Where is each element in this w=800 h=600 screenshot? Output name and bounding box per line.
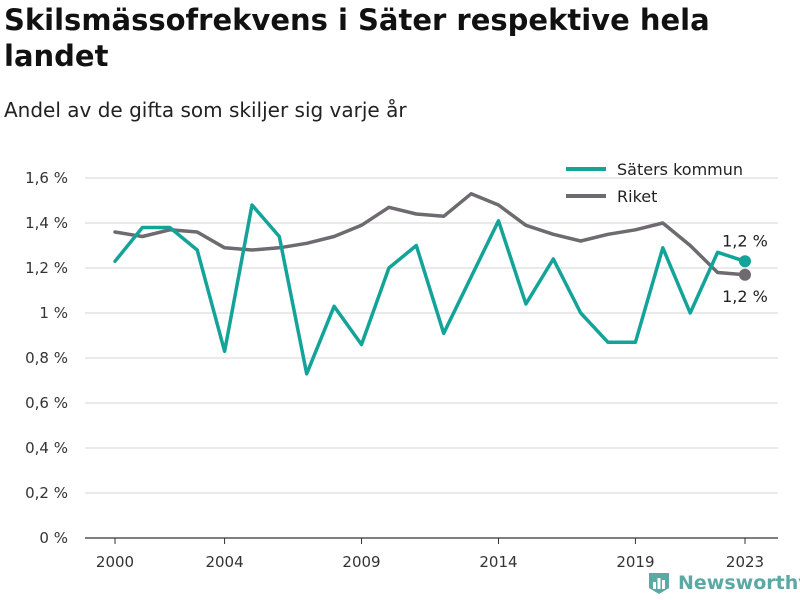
chart-title: Skilsmässofrekvens i Säter respektive he…	[4, 3, 710, 73]
legend-label: Säters kommun	[617, 160, 743, 179]
x-tick-label: 2004	[205, 553, 243, 571]
x-axis-ticks: 2000 2004 2009 2014 2019 2023	[96, 538, 764, 571]
end-label-riket: 1,2 %	[722, 287, 768, 306]
brand-name: Newsworthy	[678, 572, 800, 594]
bar-chart-logo-icon	[649, 573, 669, 594]
y-tick-label: 0,2 %	[25, 484, 68, 502]
grid-lines	[85, 177, 778, 539]
series-line-sater	[113, 203, 747, 376]
y-axis-ticks: 0 % 0,2 % 0,4 % 0,6 % 0,8 % 1 % 1,2 % 1,4 % 1,6 …	[25, 169, 68, 547]
end-label-sater: 1,2 %	[722, 231, 768, 250]
x-tick-label: 2023	[726, 553, 764, 571]
x-tick-label: 2019	[616, 553, 654, 571]
y-tick-label: 1,6 %	[25, 169, 68, 187]
y-tick-label: 0 %	[39, 529, 68, 547]
chart-subtitle: Andel av de gifta som skiljer sig varje …	[4, 98, 407, 122]
x-tick-label: 2000	[96, 553, 134, 571]
series-lines: 1,2 % 1,2 %	[113, 192, 768, 376]
x-tick-label: 2009	[342, 553, 380, 571]
legend: Säters kommun Riket	[566, 160, 743, 206]
y-tick-label: 1,4 %	[25, 214, 68, 232]
brand-logo: Newsworthy	[646, 568, 800, 598]
end-point-sater	[739, 255, 751, 268]
y-tick-label: 0,8 %	[25, 349, 68, 367]
y-tick-label: 1,2 %	[25, 259, 68, 277]
series-line-riket	[113, 192, 747, 277]
legend-label: Riket	[617, 187, 657, 206]
y-tick-label: 0,6 %	[25, 394, 68, 412]
x-tick-label: 2014	[479, 553, 517, 571]
y-tick-label: 1 %	[39, 304, 68, 322]
end-point-riket	[739, 268, 751, 281]
y-tick-label: 0,4 %	[25, 439, 68, 457]
